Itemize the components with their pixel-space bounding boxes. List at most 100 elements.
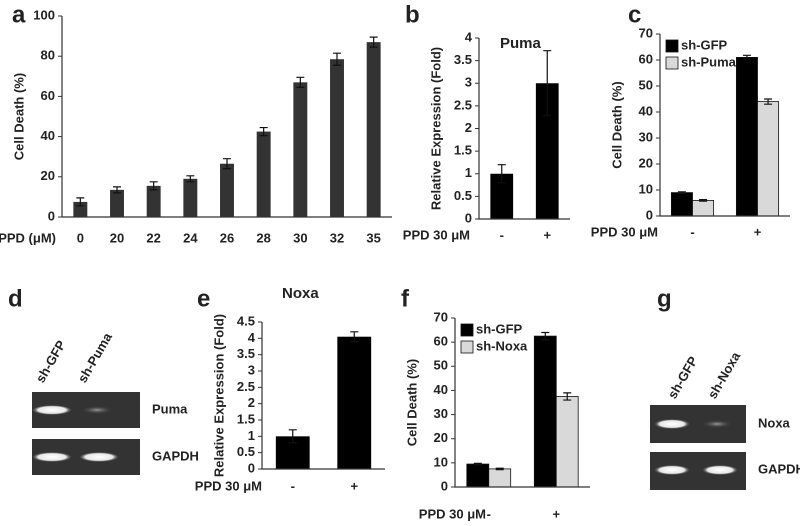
legend-label: sh-Noxa bbox=[476, 338, 528, 353]
axis bbox=[261, 322, 385, 470]
y-tick-label: 30 bbox=[434, 406, 448, 421]
y-tick-label: 0 bbox=[646, 207, 653, 222]
band bbox=[79, 452, 119, 462]
y-tick-label: 40 bbox=[639, 103, 653, 118]
x-tick-label: - bbox=[291, 478, 295, 493]
y-tick-label: 10 bbox=[434, 454, 448, 469]
bar bbox=[670, 192, 693, 217]
error-bar bbox=[699, 199, 708, 202]
error-bar bbox=[563, 392, 572, 401]
x-tick-label: 22 bbox=[146, 230, 160, 245]
bar bbox=[293, 82, 308, 217]
y-tick-label: 60 bbox=[639, 51, 653, 66]
x-tick-label: 35 bbox=[366, 230, 380, 245]
row-label: Noxa bbox=[758, 415, 791, 430]
y-tick-label: 2.5 bbox=[237, 379, 255, 394]
bar bbox=[488, 468, 512, 488]
x-tick-label: 20 bbox=[110, 230, 124, 245]
x-axis-label: PPD 30 μM bbox=[591, 224, 658, 239]
legend-label: sh-GFP bbox=[681, 37, 728, 52]
x-tick-label: + bbox=[350, 478, 358, 493]
y-axis-label: Relative Expression (Fold) bbox=[211, 314, 226, 477]
error-bar bbox=[223, 158, 231, 170]
row-label: GAPDH bbox=[758, 461, 800, 476]
error-bar bbox=[495, 467, 504, 471]
y-tick-label: 0 bbox=[465, 210, 472, 225]
panel-letter: g bbox=[657, 285, 672, 312]
error-bar bbox=[497, 164, 506, 184]
band bbox=[654, 465, 690, 475]
legend-label: sh-GFP bbox=[476, 321, 523, 336]
y-tick-label: 70 bbox=[434, 309, 448, 324]
y-axis-label: Relative Expression (Fold) bbox=[428, 47, 443, 210]
lane-label: sh-Noxa bbox=[705, 349, 744, 402]
error-bar bbox=[541, 331, 550, 341]
bar bbox=[330, 59, 344, 218]
y-tick-label: 40 bbox=[41, 128, 55, 143]
bar bbox=[466, 463, 490, 488]
lane-label: sh-Puma bbox=[75, 330, 116, 386]
error-bar bbox=[186, 175, 195, 183]
error-bar bbox=[473, 462, 482, 466]
bar bbox=[146, 185, 161, 217]
x-tick-label: + bbox=[552, 506, 560, 521]
legend-label: sh-Puma bbox=[681, 54, 737, 69]
row-label: Puma bbox=[152, 401, 188, 416]
legend-swatch bbox=[665, 56, 679, 70]
x-tick-label: 28 bbox=[256, 230, 270, 245]
y-tick-label: 2 bbox=[248, 395, 255, 410]
band bbox=[32, 405, 72, 415]
y-axis-label: Cell Death (%) bbox=[609, 81, 624, 168]
y-tick-label: 50 bbox=[639, 77, 653, 92]
panel-letter: b bbox=[405, 1, 420, 28]
axis bbox=[659, 34, 790, 217]
x-tick-label: 0 bbox=[77, 230, 84, 245]
error-bar bbox=[369, 36, 378, 48]
y-tick-label: 0 bbox=[48, 208, 55, 223]
y-axis-label: Cell Death (%) bbox=[404, 359, 419, 446]
error-bar bbox=[333, 52, 341, 66]
x-axis-label: PPD 30 μM bbox=[419, 506, 486, 521]
y-tick-label: 0.5 bbox=[454, 188, 472, 203]
panel-letter: c bbox=[628, 1, 641, 28]
error-bar bbox=[764, 98, 773, 105]
x-axis-label: PPD 30 μM bbox=[403, 227, 470, 242]
bar bbox=[220, 163, 234, 217]
y-tick-label: 0 bbox=[248, 460, 255, 475]
lane-label: sh-GFP bbox=[665, 353, 701, 401]
bar bbox=[757, 101, 780, 217]
y-tick-label: 3.5 bbox=[454, 52, 472, 67]
y-tick-label: 3 bbox=[465, 75, 472, 90]
y-tick-label: 80 bbox=[41, 48, 55, 63]
bar bbox=[337, 336, 372, 469]
bar bbox=[692, 199, 715, 217]
x-tick-label: 26 bbox=[220, 230, 234, 245]
legend-swatch bbox=[460, 323, 474, 337]
bar bbox=[183, 178, 198, 217]
x-tick-label: - bbox=[500, 227, 504, 242]
bar bbox=[555, 396, 579, 488]
row-label: GAPDH bbox=[152, 448, 199, 463]
y-tick-label: 20 bbox=[41, 168, 55, 183]
band bbox=[654, 419, 690, 429]
x-tick-label: 24 bbox=[183, 230, 198, 245]
x-tick-label: + bbox=[754, 224, 762, 239]
y-tick-label: 70 bbox=[639, 25, 653, 40]
x-tick-label: 32 bbox=[330, 230, 344, 245]
y-tick-label: 2 bbox=[465, 120, 472, 135]
error-bar bbox=[350, 331, 359, 343]
band bbox=[32, 452, 72, 462]
y-tick-label: 60 bbox=[41, 88, 55, 103]
chart-title: Noxa bbox=[282, 285, 319, 302]
y-tick-label: 2.5 bbox=[454, 97, 472, 112]
y-tick-label: 4 bbox=[465, 29, 473, 44]
band bbox=[702, 465, 738, 475]
y-tick-label: 0 bbox=[441, 478, 448, 493]
y-tick-label: 100 bbox=[33, 7, 55, 22]
y-tick-label: 1 bbox=[465, 165, 472, 180]
chart-title: Puma bbox=[500, 35, 542, 52]
axis bbox=[61, 16, 392, 218]
blot-g: g sh-GFP sh-Noxa Noxa GAPDH bbox=[650, 285, 800, 490]
y-tick-label: 0.5 bbox=[237, 444, 255, 459]
lane-label: sh-GFP bbox=[33, 337, 69, 385]
